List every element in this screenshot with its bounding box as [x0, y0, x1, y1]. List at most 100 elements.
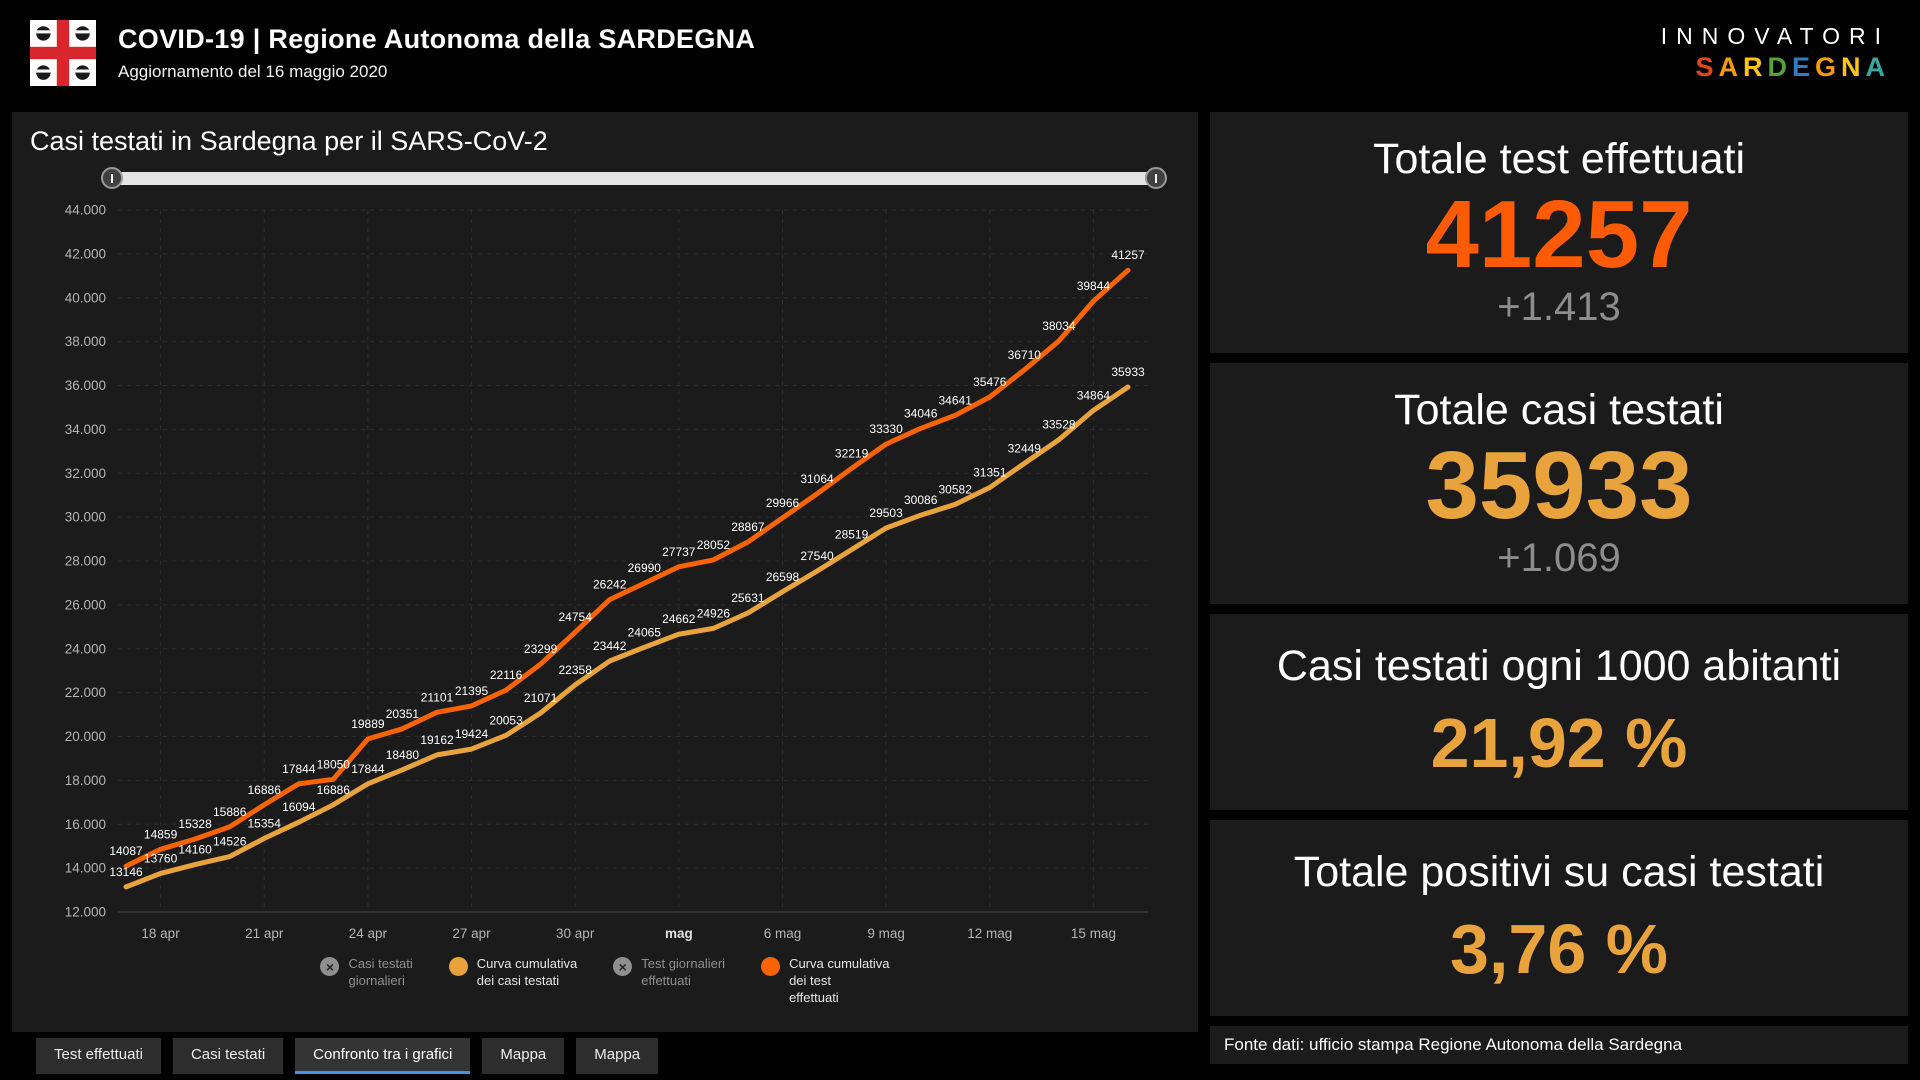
svg-text:24.000: 24.000 [65, 641, 106, 656]
stat-delta: +1.413 [1497, 285, 1621, 330]
svg-text:21071: 21071 [524, 691, 558, 705]
legend-item-casi-testati-giornalieri[interactable]: × Casi testati giornalieri [320, 956, 413, 990]
tab-confronto-tra-i-grafici[interactable]: Confronto tra i grafici [295, 1038, 471, 1074]
svg-text:21395: 21395 [455, 684, 489, 698]
chart-legend: × Casi testati giornalieri Curva cumulat… [12, 956, 1198, 1007]
svg-text:28867: 28867 [731, 520, 765, 534]
svg-text:6 mag: 6 mag [764, 926, 802, 941]
svg-text:32.000: 32.000 [65, 466, 106, 481]
svg-text:26598: 26598 [766, 570, 800, 584]
stat-value: 3,76 % [1450, 909, 1668, 988]
legend-item-curva-casi-testati[interactable]: Curva cumulativa dei casi testati [448, 956, 577, 990]
svg-text:34.000: 34.000 [65, 422, 106, 437]
svg-text:35476: 35476 [973, 375, 1007, 389]
update-date: Aggiornamento del 16 maggio 2020 [118, 62, 388, 81]
svg-text:24 apr: 24 apr [349, 926, 388, 941]
page-title: COVID-19 | Regione Autonoma della SARDEG… [118, 24, 756, 54]
tab-mappa-1[interactable]: Mappa [482, 1038, 565, 1074]
data-source-bar: Fonte dati: ufficio stampa Regione Auton… [1210, 1026, 1908, 1064]
svg-text:29503: 29503 [869, 506, 903, 520]
svg-text:30 apr: 30 apr [556, 926, 595, 941]
svg-text:26.000: 26.000 [65, 597, 106, 612]
legend-item-test-giornalieri[interactable]: × Test giornalieri effettuati [613, 956, 725, 990]
svg-text:30582: 30582 [939, 482, 973, 496]
svg-text:27737: 27737 [662, 545, 696, 559]
svg-text:38034: 38034 [1042, 319, 1076, 333]
zoom-handle-left-icon[interactable] [101, 167, 123, 189]
stat-card-positivi-su-casi-testati: Totale positivi su casi testati 3,76 % [1210, 820, 1908, 1016]
legend-label: Curva cumulativa dei test effettuati [789, 956, 890, 1005]
svg-text:16.000: 16.000 [65, 817, 106, 832]
svg-text:38.000: 38.000 [65, 334, 106, 349]
svg-text:19889: 19889 [351, 717, 385, 731]
svg-text:28052: 28052 [697, 538, 731, 552]
stat-title: Totale casi testati [1394, 385, 1724, 434]
svg-text:44.000: 44.000 [65, 203, 106, 218]
chart-panel: Casi testati in Sardegna per il SARS-CoV… [12, 112, 1198, 1032]
stat-value: 41257 [1425, 180, 1693, 288]
legend-amber-dot-icon [448, 957, 468, 976]
legend-item-curva-test-effettuati[interactable]: Curva cumulativa dei test effettuati [761, 956, 890, 1007]
tab-mappa-2[interactable]: Mappa [576, 1038, 659, 1074]
svg-text:34864: 34864 [1077, 388, 1111, 402]
brand-line-2: SARDEGNA [1695, 52, 1890, 83]
svg-text:9 mag: 9 mag [867, 926, 905, 941]
svg-text:36.000: 36.000 [65, 378, 106, 393]
svg-text:39844: 39844 [1077, 279, 1111, 293]
svg-text:18 apr: 18 apr [141, 926, 180, 941]
svg-text:25631: 25631 [731, 591, 765, 605]
svg-text:29966: 29966 [766, 496, 800, 510]
svg-text:17844: 17844 [351, 762, 385, 776]
innovatori-sardegna-logo: INNOVATORI SARDEGNA [1661, 23, 1890, 83]
svg-text:22116: 22116 [490, 668, 523, 682]
legend-toggle-off-icon: × [320, 957, 340, 976]
tab-test-effettuati[interactable]: Test effettuati [36, 1038, 161, 1074]
svg-text:14160: 14160 [178, 843, 212, 857]
legend-label: Casi testati giornalieri [348, 956, 413, 988]
svg-text:19162: 19162 [420, 733, 454, 747]
brand-line-1: INNOVATORI [1660, 22, 1890, 49]
stat-value: 35933 [1425, 431, 1693, 539]
svg-text:mag: mag [665, 926, 693, 941]
svg-text:33330: 33330 [869, 422, 903, 436]
svg-text:14526: 14526 [213, 835, 247, 849]
svg-text:33528: 33528 [1042, 418, 1076, 432]
stat-title: Totale test effettuati [1372, 134, 1746, 183]
svg-text:28519: 28519 [835, 528, 869, 542]
line-chart[interactable]: 12.000 14.000 16.000 18.000 20.000 22.000 24.0… [26, 196, 1156, 948]
chart-title: Casi testati in Sardegna per il SARS-CoV… [30, 126, 548, 156]
svg-text:34641: 34641 [939, 393, 973, 407]
svg-text:34046: 34046 [904, 406, 938, 420]
stat-card-totale-test: Totale test effettuati 41257 +1.413 [1210, 112, 1908, 353]
svg-text:18050: 18050 [317, 757, 351, 771]
svg-text:24662: 24662 [662, 612, 696, 626]
tab-casi-testati[interactable]: Casi testati [172, 1038, 284, 1074]
svg-text:31064: 31064 [800, 472, 834, 486]
zoom-handle-right-icon[interactable] [1145, 167, 1167, 189]
svg-text:21101: 21101 [421, 690, 454, 704]
svg-text:13760: 13760 [144, 851, 178, 865]
svg-text:14859: 14859 [144, 827, 178, 841]
svg-text:41257: 41257 [1111, 248, 1145, 262]
svg-text:17844: 17844 [282, 762, 316, 776]
svg-text:19424: 19424 [455, 727, 489, 741]
data-zoom-slider[interactable] [101, 167, 1167, 189]
svg-text:31351: 31351 [973, 466, 1007, 480]
stat-title: Totale positivi su casi testati [1293, 847, 1825, 896]
svg-text:15 mag: 15 mag [1071, 926, 1116, 941]
stat-card-totale-casi-testati: Totale casi testati 35933 +1.069 [1210, 363, 1908, 604]
svg-text:13146: 13146 [109, 865, 143, 879]
svg-text:18480: 18480 [386, 748, 420, 762]
svg-text:24926: 24926 [697, 606, 731, 620]
sardegna-flag-icon [30, 20, 96, 86]
data-source-text: Fonte dati: ufficio stampa Regione Auton… [1224, 1035, 1683, 1054]
svg-text:18.000: 18.000 [65, 773, 106, 788]
svg-text:23299: 23299 [524, 642, 558, 656]
svg-text:30.000: 30.000 [65, 510, 106, 525]
svg-text:23442: 23442 [593, 639, 627, 653]
legend-orange-dot-icon [761, 957, 781, 976]
svg-text:12 mag: 12 mag [967, 926, 1012, 941]
svg-text:32449: 32449 [1008, 441, 1042, 455]
svg-text:22.000: 22.000 [65, 685, 106, 700]
